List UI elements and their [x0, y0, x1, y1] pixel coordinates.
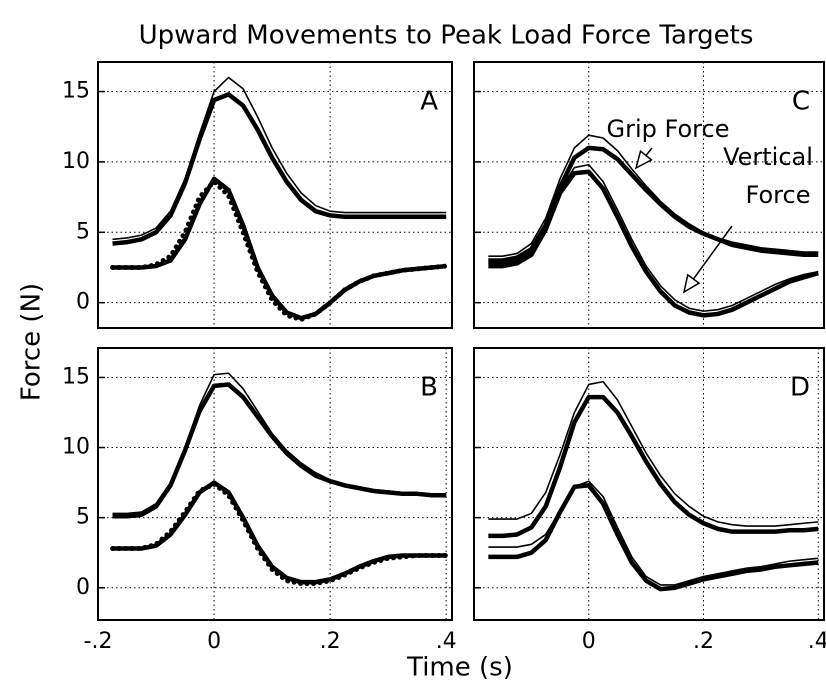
- x-tick-label: 0: [207, 629, 221, 654]
- panel-label: A: [420, 87, 438, 117]
- annotation-arrow: [692, 225, 733, 280]
- y-axis-label: Force (N): [17, 283, 47, 401]
- y-tick-label: 0: [76, 290, 90, 315]
- y-tick-label: 10: [62, 435, 90, 460]
- y-tick-label: 15: [62, 364, 90, 389]
- force-curve: [488, 169, 819, 318]
- force-curve: [488, 134, 819, 258]
- panel-label: D: [790, 373, 810, 403]
- force-curve: [488, 480, 819, 586]
- panel: 0 5 10 15 A: [62, 61, 453, 329]
- x-axis-label: Time (s): [406, 653, 513, 683]
- y-tick-label: 10: [62, 149, 90, 174]
- panel: 0 5 10 15 -.2 0 .2 .4 B: [62, 347, 457, 654]
- x-tick-label: -.2: [84, 629, 113, 654]
- annotation-arrowhead: [634, 149, 653, 170]
- force-curve: [112, 76, 447, 241]
- x-tick-label: .2: [320, 629, 341, 654]
- force-curve: [112, 92, 447, 246]
- x-tick-label: .2: [693, 629, 714, 654]
- panel: 0 .2 .4 D: [473, 347, 826, 654]
- annotation: Grip Force: [607, 115, 730, 143]
- y-tick-label: 5: [76, 219, 90, 244]
- y-tick-label: 15: [62, 79, 90, 104]
- x-tick-label: .4: [436, 629, 457, 654]
- y-tick-label: 5: [76, 505, 90, 530]
- annotation: Vertical: [723, 143, 813, 171]
- force-curve: [112, 382, 447, 519]
- panel-frame: [97, 347, 453, 621]
- panel-frame: [97, 61, 453, 329]
- panel-frame: [473, 347, 825, 621]
- figure-title: Upward Movements to Peak Load Force Targ…: [139, 21, 754, 51]
- panel-label: C: [792, 87, 810, 117]
- force-curve: [488, 483, 819, 592]
- annotation-arrowhead: [682, 273, 701, 294]
- x-tick-label: 0: [582, 629, 596, 654]
- force-curve: [488, 380, 819, 527]
- panel-label: B: [420, 373, 438, 403]
- y-tick-label: 0: [76, 575, 90, 600]
- force-curve: [112, 176, 447, 321]
- force-curve: [488, 394, 819, 539]
- x-tick-label: .4: [808, 629, 826, 654]
- panel-frame: [473, 61, 825, 329]
- annotation-arrow: [645, 147, 653, 156]
- force-curve: [110, 179, 449, 323]
- force-curve: [110, 481, 449, 587]
- annotation: Force: [746, 181, 811, 209]
